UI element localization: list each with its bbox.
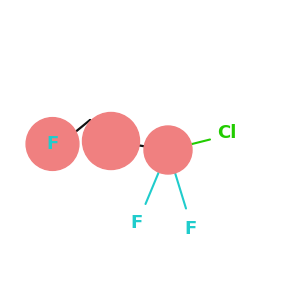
Text: F: F [46, 135, 58, 153]
Circle shape [26, 118, 79, 170]
Circle shape [82, 112, 140, 170]
Text: F: F [184, 220, 196, 238]
Text: Cl: Cl [217, 124, 236, 142]
Circle shape [144, 126, 192, 174]
Text: F: F [130, 214, 142, 232]
